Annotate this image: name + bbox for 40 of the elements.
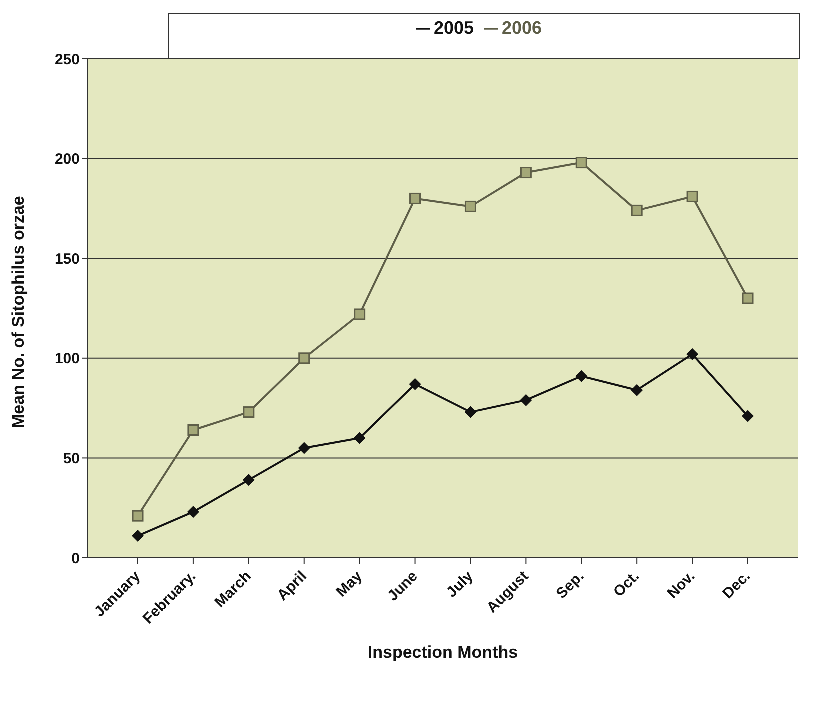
point [242, 474, 255, 486]
point [742, 410, 754, 422]
y-tick-label: 50 [63, 450, 80, 468]
point [631, 204, 643, 216]
point [520, 167, 532, 179]
point [520, 394, 532, 406]
point [298, 442, 310, 454]
point [742, 292, 754, 304]
y-tick-label: 100 [54, 350, 80, 368]
point [576, 157, 588, 169]
point [188, 424, 200, 436]
point [631, 384, 644, 396]
point [298, 352, 310, 364]
x-tick-label: May [333, 568, 366, 601]
point [686, 348, 699, 360]
point [132, 530, 144, 542]
y-axis-title: Mean No. of Sitophilus orzae [9, 196, 28, 428]
y-tick-label: 200 [54, 151, 80, 168]
x-tick-label: Oct. [610, 568, 644, 601]
point [187, 506, 200, 518]
point [409, 378, 422, 390]
x-tick-label: Dec. [720, 568, 754, 602]
point [464, 406, 477, 418]
x-tick-label: July [443, 568, 478, 602]
point [354, 308, 366, 320]
x-tick-label: Nov. [664, 568, 699, 602]
point [410, 192, 422, 204]
point [132, 510, 144, 522]
x-axis-title: Inspection Months [368, 643, 518, 662]
legend-label: 2006 [502, 18, 542, 38]
point [464, 200, 476, 212]
point [354, 432, 366, 444]
y-tick-label: 0 [72, 550, 80, 568]
y-tick-label: 150 [54, 250, 80, 268]
point [243, 406, 255, 418]
y-tick-label: 250 [54, 51, 80, 68]
x-tick-label: Sep. [553, 568, 588, 602]
point [576, 370, 588, 382]
legend-label: 2005 [434, 18, 474, 38]
point [686, 190, 698, 202]
